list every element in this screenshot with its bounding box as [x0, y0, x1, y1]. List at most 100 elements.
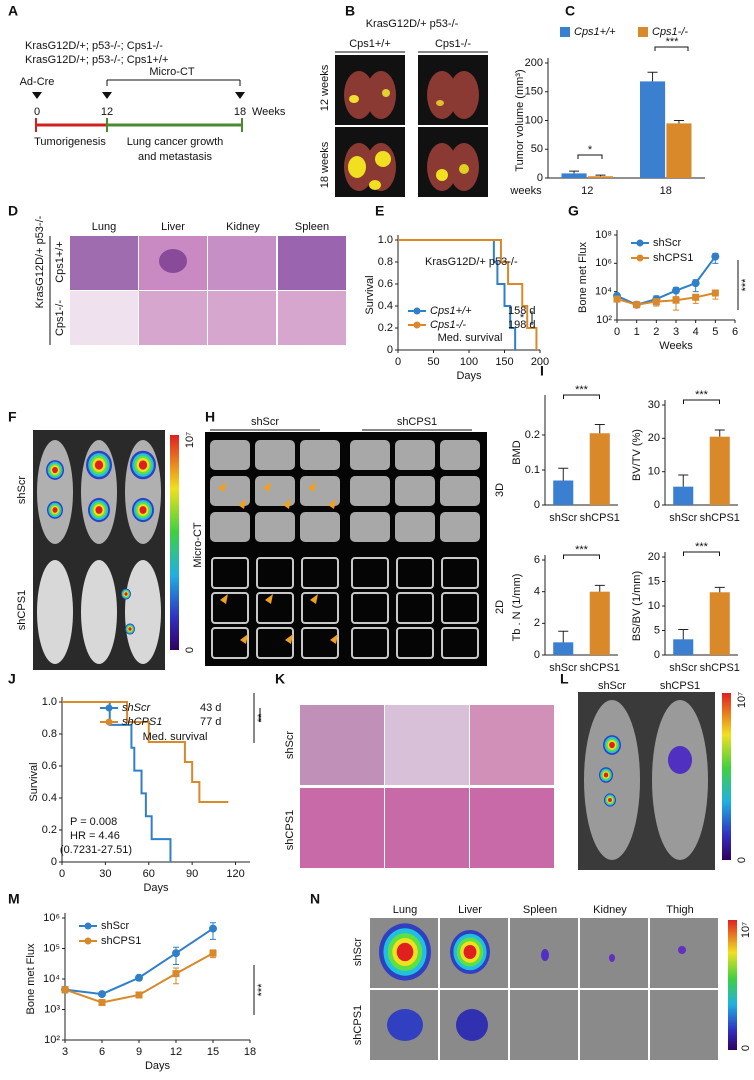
bar — [589, 433, 610, 505]
signal — [608, 797, 612, 803]
panel-title: KrasG12D/+ p53-/- — [366, 18, 459, 30]
mouse — [652, 700, 708, 860]
panel-letter: K — [275, 671, 285, 687]
x-tick-label: 6 — [732, 326, 738, 338]
arrow — [220, 594, 228, 604]
phase: and metastasis — [138, 151, 212, 163]
bracket — [654, 46, 689, 51]
y-tick-label: 0 — [387, 344, 393, 356]
bar — [553, 480, 574, 505]
unit: Weeks — [252, 106, 286, 118]
annotation: ** — [256, 713, 268, 722]
x-tick-label: 150 — [495, 356, 513, 368]
signal — [94, 460, 104, 470]
vertebra-section — [441, 557, 479, 589]
y-axis-label: BS/BV (1/mm) — [631, 571, 643, 641]
vertebra — [255, 512, 295, 542]
median-label: 43 d — [200, 702, 221, 714]
mouse — [81, 560, 117, 664]
x-tick-label: 50 — [427, 356, 439, 368]
panel-letter: H — [205, 409, 215, 425]
y-tick-label: 5 — [654, 624, 660, 636]
y-axis-label: BMD — [511, 440, 523, 465]
error-bar — [558, 467, 569, 481]
x-tick-label: 18 — [244, 1046, 256, 1058]
point — [172, 949, 180, 958]
marker — [102, 92, 112, 99]
legend-marker — [84, 937, 92, 945]
vertebra — [395, 440, 435, 470]
x-axis-label: Days — [145, 1060, 171, 1072]
y-tick-label: 0.4 — [378, 300, 393, 312]
row-label: 12 weeks — [319, 64, 331, 111]
timepoint: 0 — [34, 106, 40, 118]
y-tick-label: 1.0 — [42, 696, 57, 708]
image-panel — [470, 705, 554, 785]
y-tick-label: 30 — [648, 399, 660, 411]
arrow — [265, 594, 273, 604]
y-tick-label: 0.6 — [378, 278, 393, 290]
x-tick-label: 0 — [59, 868, 65, 880]
row-label: Cps1-/- — [54, 300, 66, 336]
y-tick-label: 10³ — [44, 1003, 60, 1015]
annotation: Med. survival — [438, 332, 503, 344]
y-tick-label: 10⁵ — [43, 942, 60, 954]
y-tick-label: 0.2 — [378, 322, 393, 334]
scale-label: 0 — [736, 857, 748, 863]
signal — [609, 741, 615, 749]
arrow — [283, 499, 291, 509]
y-tick-label: 2 — [534, 617, 540, 629]
column-label: Cps1+/+ — [349, 38, 391, 50]
vertebra — [210, 440, 250, 470]
panel-letter: G — [568, 203, 579, 219]
point — [711, 252, 720, 261]
y-tick-label: 10 — [648, 600, 660, 612]
y-tick-label: 0.1 — [525, 464, 540, 476]
image-panel — [580, 918, 648, 988]
tumor — [382, 89, 390, 97]
x-tick-label: 60 — [143, 868, 155, 880]
point — [692, 293, 700, 301]
vertebra — [255, 440, 295, 470]
legend-marker — [413, 321, 421, 329]
vertebra — [255, 476, 295, 506]
image-panel — [300, 705, 384, 785]
vertebra-section — [301, 592, 339, 624]
bar — [589, 591, 610, 655]
x-tick-label: 0 — [395, 356, 401, 368]
vertebra — [440, 440, 480, 470]
annotation: * — [588, 144, 593, 156]
group-label: shScr — [251, 416, 279, 428]
error-bar — [647, 71, 658, 82]
legend-swatch — [560, 27, 570, 37]
column-label: Thigh — [666, 904, 694, 916]
annotation: *** — [575, 544, 589, 556]
x-tick-label: 30 — [99, 868, 111, 880]
tumor — [436, 100, 444, 106]
column-label: Kidney — [226, 221, 260, 233]
signal — [128, 627, 132, 631]
tumor — [459, 164, 469, 174]
annotation: HR = 4.46 — [70, 830, 120, 842]
panel-letter: C — [565, 3, 575, 19]
genotype: KrasG12D/+; p53-/-; Cps1-/- — [25, 40, 163, 52]
image-panel — [208, 236, 276, 290]
y-tick-label: 200 — [525, 57, 543, 69]
y-tick-label: 10⁴ — [595, 286, 612, 298]
image-panel — [139, 291, 207, 345]
x-axis-label: weeks — [509, 185, 542, 197]
signal — [456, 1009, 488, 1041]
vertebra — [350, 476, 390, 506]
genotype: KrasG12D/+; p53-/-; Cps1+/+ — [25, 54, 168, 66]
mouse — [125, 560, 161, 664]
y-axis-label: Bone met Flux — [25, 943, 37, 1014]
bracket — [563, 554, 600, 559]
image-panel — [510, 990, 578, 1060]
lesion — [159, 249, 187, 273]
y-tick-label: 15 — [648, 575, 660, 587]
marker — [235, 92, 245, 99]
image-panel — [278, 291, 346, 345]
x-tick-label: shScr — [669, 512, 697, 524]
y-axis-label: BV/TV (%) — [631, 429, 643, 481]
y-tick-label: 20 — [648, 432, 660, 444]
